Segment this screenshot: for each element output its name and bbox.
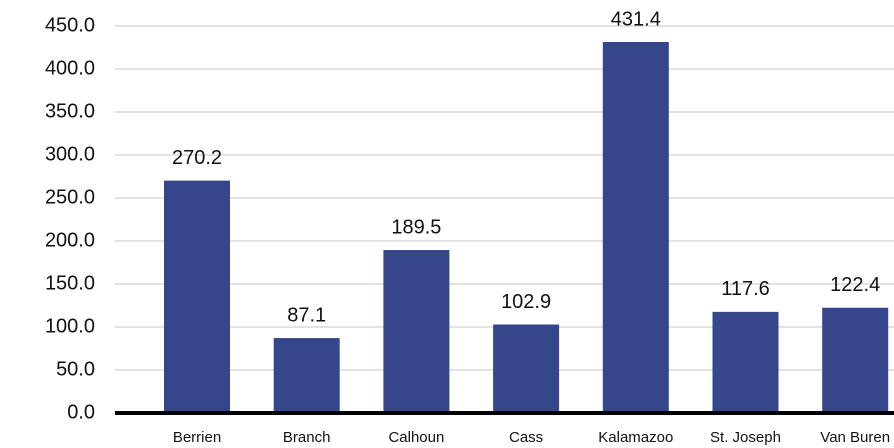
y-tick-label: 100.0	[45, 315, 95, 337]
value-label: 431.4	[611, 8, 661, 30]
x-tick-label: Kalamazoo	[598, 429, 673, 446]
x-tick-label: Van Buren	[820, 429, 890, 446]
bar	[383, 250, 450, 413]
y-tick-label: 0.0	[67, 401, 95, 423]
value-label: 102.9	[501, 291, 551, 313]
bar	[602, 41, 669, 413]
y-tick-label: 200.0	[45, 229, 95, 251]
value-label: 122.4	[830, 274, 880, 296]
bar	[493, 324, 560, 413]
y-tick-label: 350.0	[45, 100, 95, 122]
y-tick-label: 150.0	[45, 272, 95, 294]
y-tick-label: 450.0	[45, 14, 95, 36]
y-tick-label: 50.0	[56, 358, 95, 380]
value-label: 189.5	[391, 216, 441, 238]
x-tick-label: Berrien	[173, 429, 221, 446]
value-label: 270.2	[172, 147, 222, 169]
y-tick-label: 300.0	[45, 143, 95, 165]
x-tick-label: Branch	[283, 429, 331, 446]
y-tick-label: 250.0	[45, 186, 95, 208]
bar	[164, 180, 230, 413]
value-label: 117.6	[721, 278, 770, 300]
y-tick-label: 400.0	[45, 57, 95, 79]
bar	[273, 338, 340, 413]
x-tick-label: St. Joseph	[710, 429, 781, 446]
x-tick-label: Calhoun	[388, 429, 444, 446]
x-tick-label: Cass	[509, 429, 543, 446]
bar	[822, 307, 889, 413]
bar	[712, 311, 779, 413]
value-label: 87.1	[287, 304, 326, 326]
